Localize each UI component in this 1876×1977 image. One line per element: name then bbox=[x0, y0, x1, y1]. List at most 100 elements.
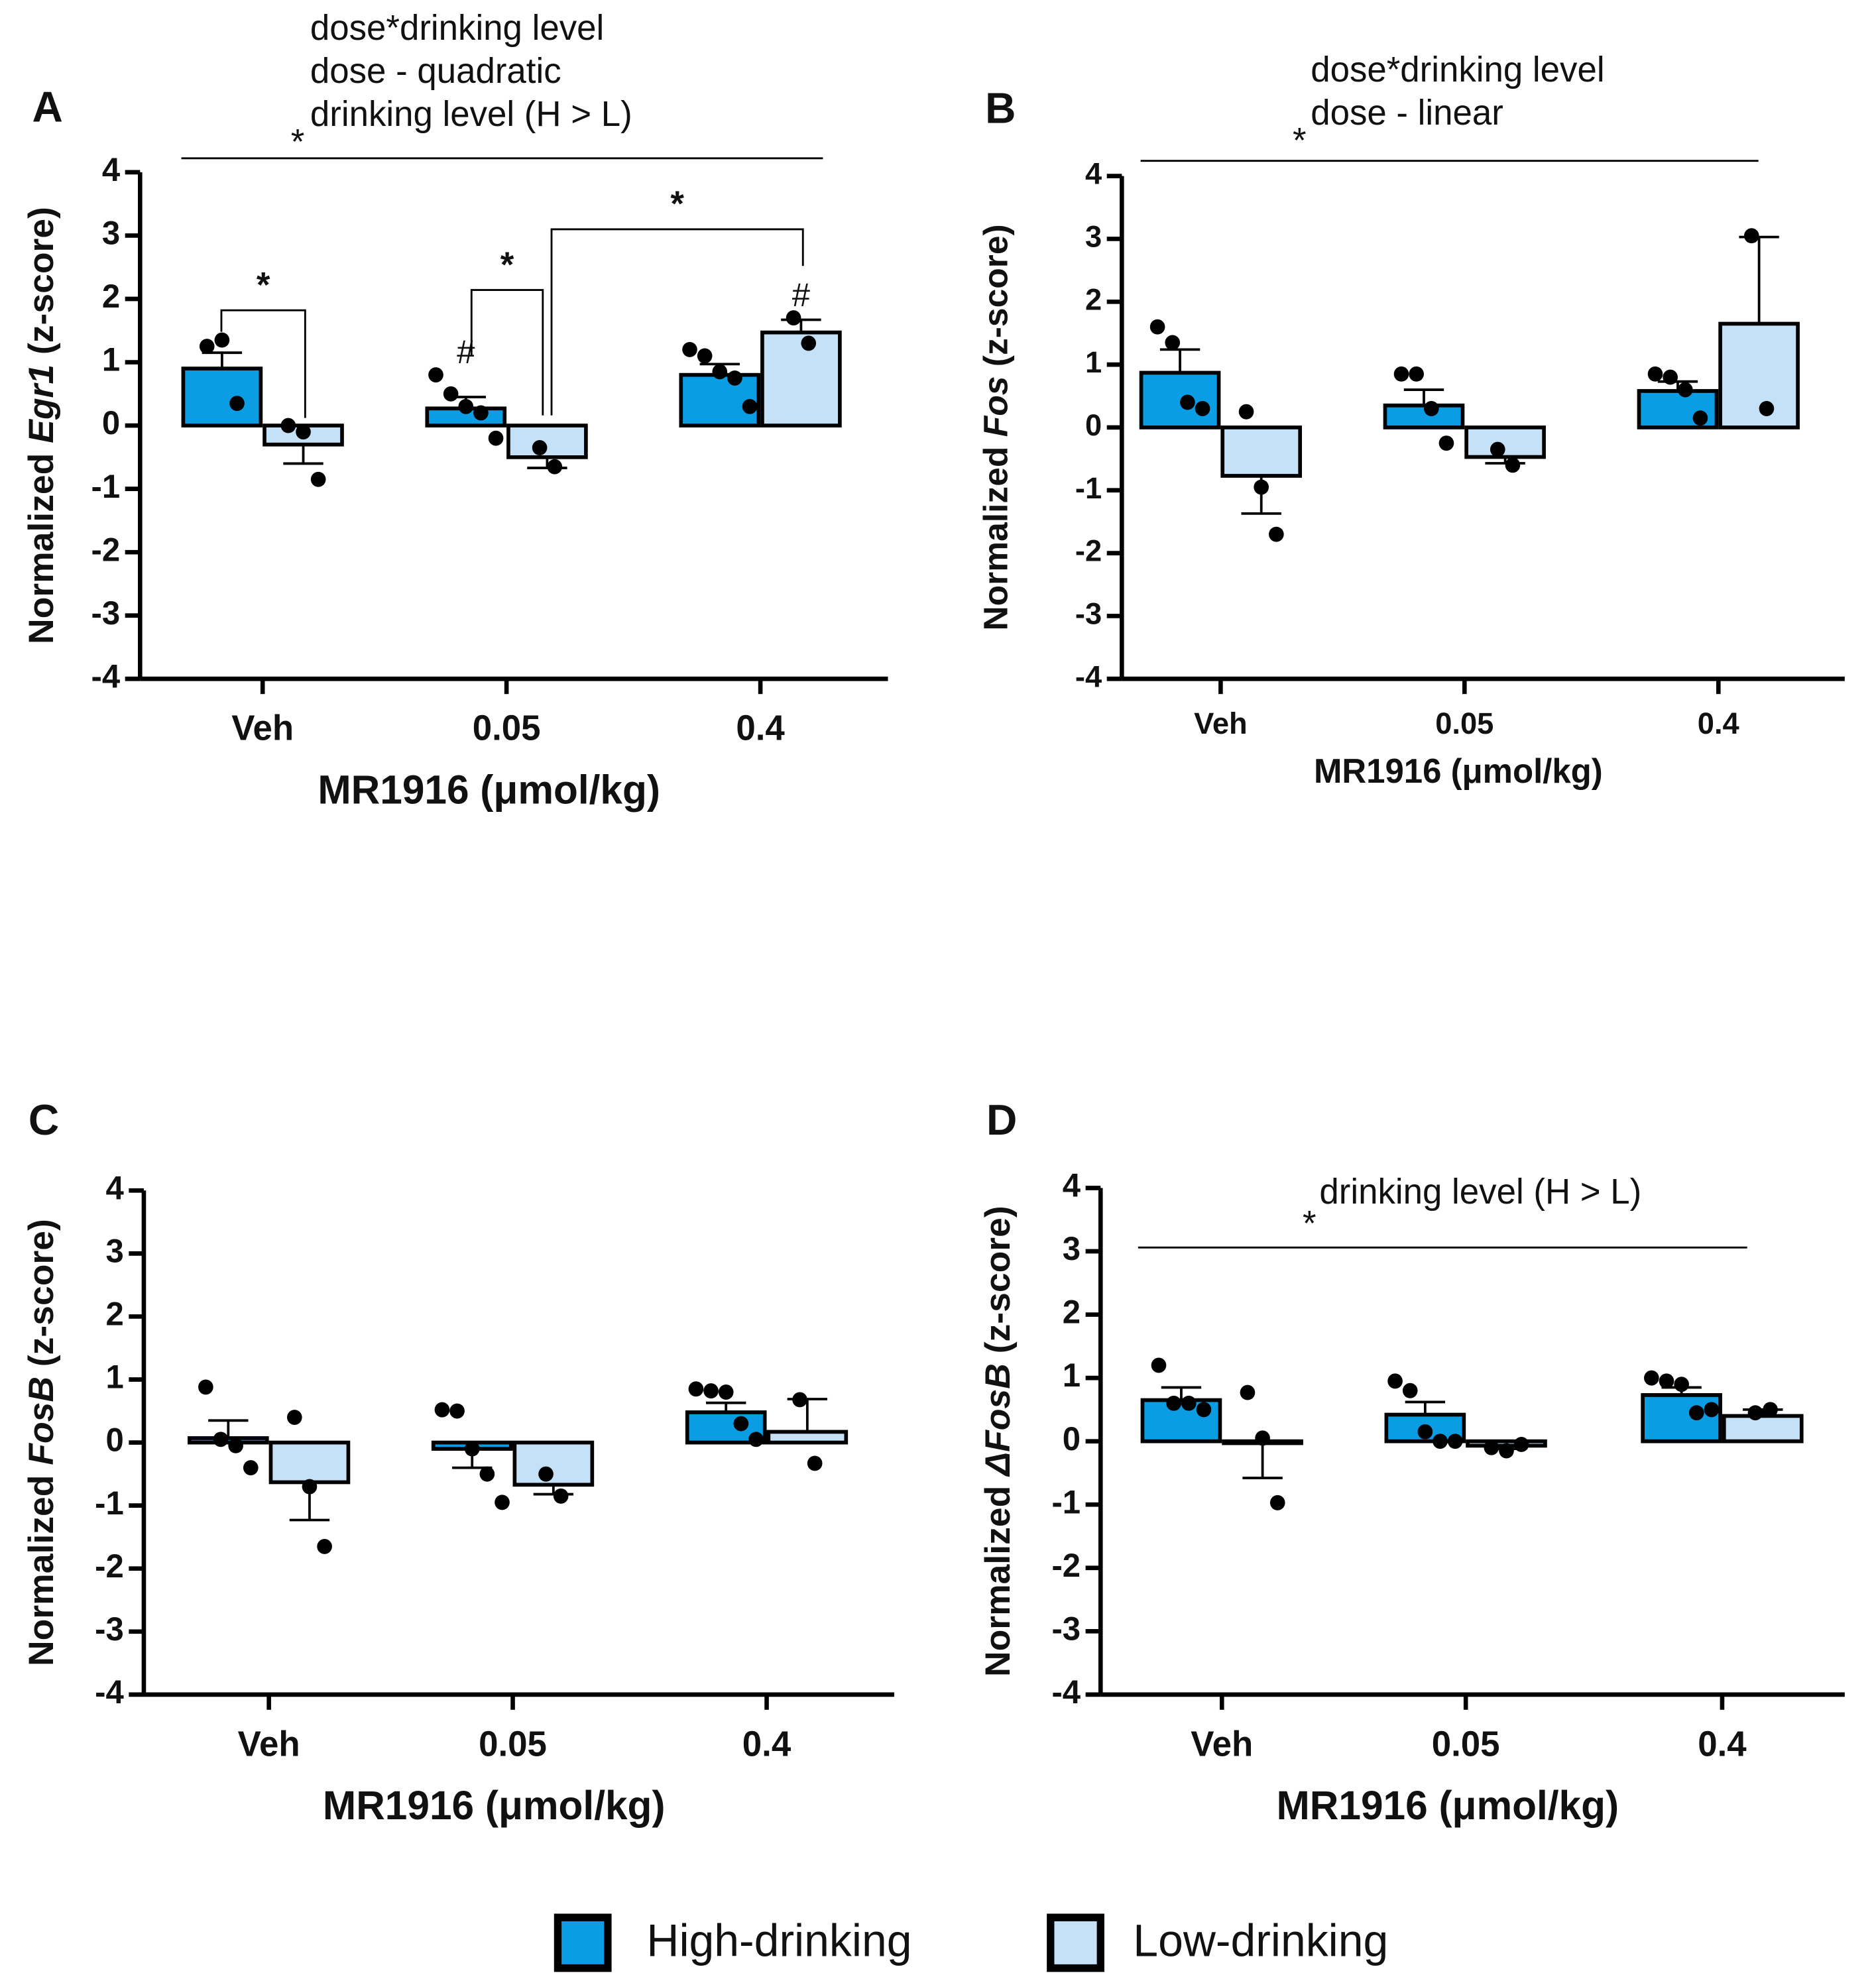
y-tick-label: -3 bbox=[1075, 596, 1102, 630]
y-axis-label-part: ΔFosB bbox=[979, 1363, 1018, 1477]
data-point bbox=[697, 348, 713, 364]
x-tick-label: 0.4 bbox=[1698, 1724, 1747, 1764]
bar bbox=[766, 1430, 849, 1445]
data-point bbox=[198, 1379, 213, 1395]
x-axis-label: MR1916 (μmol/kg) bbox=[318, 767, 660, 812]
error-bar bbox=[1161, 1386, 1202, 1400]
x-axis-label: MR1916 (μmol/kg) bbox=[1314, 752, 1603, 790]
y-tick-label: -2 bbox=[1075, 534, 1102, 567]
data-point bbox=[1166, 1395, 1181, 1411]
error-bar bbox=[1159, 348, 1201, 373]
y-tick-label: 1 bbox=[1063, 1357, 1081, 1394]
data-point bbox=[1663, 369, 1678, 385]
y-tick-label: -2 bbox=[91, 532, 121, 568]
bar bbox=[425, 406, 507, 427]
data-point bbox=[792, 1392, 807, 1408]
annotation-star: * bbox=[1303, 1204, 1317, 1243]
data-point bbox=[1747, 1405, 1763, 1421]
data-point bbox=[1759, 401, 1775, 416]
x-tick-label: Veh bbox=[238, 1724, 300, 1764]
y-axis-label-part: (z-score) bbox=[22, 207, 61, 365]
data-point bbox=[199, 339, 215, 355]
data-point bbox=[1677, 382, 1693, 398]
data-point bbox=[1644, 1370, 1659, 1386]
y-tick-label: -1 bbox=[95, 1485, 124, 1521]
bar bbox=[1641, 1393, 1722, 1443]
data-point bbox=[1165, 335, 1181, 351]
y-tick-label: -2 bbox=[95, 1548, 124, 1585]
y-axis-label: Normalized ΔFosB (z-score) bbox=[979, 1206, 1018, 1677]
data-point bbox=[1423, 401, 1439, 416]
error-bar bbox=[1403, 388, 1444, 406]
x-tick-label: Veh bbox=[231, 708, 294, 748]
y-tick-label: 2 bbox=[102, 278, 120, 315]
y-tick-label: 4 bbox=[1085, 156, 1102, 190]
y-axis-label-part: (z-score) bbox=[976, 224, 1014, 376]
y-tick-label: -4 bbox=[1051, 1674, 1081, 1711]
data-point bbox=[786, 310, 801, 326]
annotation-star: * bbox=[291, 123, 305, 162]
y-tick-label: 2 bbox=[106, 1296, 124, 1332]
y-tick-label: 0 bbox=[1085, 408, 1102, 442]
data-point bbox=[553, 1488, 569, 1504]
x-tick-label: 0.4 bbox=[736, 708, 785, 748]
bar bbox=[512, 1440, 595, 1487]
y-axis-label-part: Egr1 bbox=[22, 365, 61, 443]
panel: B Normalized Fos (z-score) MR1916 (μmol/kg… bbox=[976, 50, 1845, 790]
data-point bbox=[1692, 410, 1708, 426]
data-point bbox=[229, 396, 245, 412]
data-point bbox=[443, 386, 459, 402]
y-axis-label-part: FosB bbox=[22, 1377, 61, 1465]
y-tick-label: -2 bbox=[1051, 1548, 1081, 1584]
error-bar bbox=[1405, 1400, 1446, 1415]
y-tick-label: -3 bbox=[91, 595, 121, 632]
bar bbox=[1722, 1414, 1804, 1443]
data-point bbox=[1387, 1373, 1403, 1389]
data-point bbox=[1743, 228, 1759, 244]
panel: C Normalized FosB (z-score) MR1916 (μmol/k… bbox=[22, 1096, 894, 1828]
data-point bbox=[1238, 404, 1254, 420]
bracket-star: * bbox=[670, 184, 684, 223]
bar bbox=[268, 1440, 351, 1485]
y-tick-label: 4 bbox=[1063, 1167, 1081, 1204]
data-point bbox=[213, 1432, 229, 1447]
data-point bbox=[1269, 526, 1284, 542]
data-point bbox=[1196, 1402, 1212, 1418]
bar bbox=[1718, 321, 1800, 429]
bar bbox=[1139, 370, 1221, 429]
data-point bbox=[748, 1432, 764, 1447]
bar bbox=[188, 1436, 269, 1445]
y-tick-label: 1 bbox=[1085, 345, 1102, 379]
x-tick-label: 0.05 bbox=[479, 1724, 547, 1764]
data-point bbox=[473, 405, 489, 421]
y-tick-label: 0 bbox=[1063, 1421, 1081, 1457]
data-point bbox=[1659, 1373, 1674, 1389]
data-point bbox=[310, 471, 326, 487]
data-point bbox=[1254, 479, 1269, 495]
y-axis-label: Normalized FosB (z-score) bbox=[22, 1219, 61, 1666]
legend-label: Low-drinking bbox=[1133, 1915, 1388, 1966]
bracket bbox=[550, 228, 804, 416]
bracket bbox=[470, 289, 544, 416]
legend-swatch bbox=[1047, 1913, 1104, 1972]
bracket bbox=[220, 309, 306, 418]
annotation: dose*drinking level bbox=[310, 9, 604, 48]
data-point bbox=[532, 440, 548, 455]
data-point bbox=[688, 1381, 704, 1397]
y-tick-label: -1 bbox=[1075, 471, 1102, 505]
data-point bbox=[1417, 1424, 1433, 1440]
error-bar bbox=[706, 1401, 746, 1412]
y-axis-label: Normalized Fos (z-score) bbox=[976, 224, 1014, 630]
data-point bbox=[727, 370, 742, 386]
panel: A Normalized Egr1 (z-score) MR1916 (μmol/k… bbox=[22, 9, 888, 812]
annotation: dose - quadratic bbox=[310, 52, 561, 91]
error-bar bbox=[283, 444, 323, 465]
annotation: dose*drinking level bbox=[1311, 50, 1604, 89]
y-axis-label-part: Normalized bbox=[979, 1476, 1018, 1677]
data-point bbox=[547, 459, 563, 475]
data-point bbox=[1409, 366, 1424, 382]
data-point bbox=[1151, 1357, 1167, 1373]
data-point bbox=[1181, 1395, 1197, 1411]
y-tick-label: 3 bbox=[1063, 1231, 1081, 1267]
y-axis-label-part: (z-score) bbox=[979, 1206, 1018, 1363]
